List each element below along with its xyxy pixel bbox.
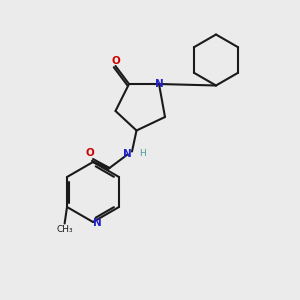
Text: CH₃: CH₃ (56, 225, 73, 234)
Text: O: O (111, 56, 120, 67)
Text: N: N (123, 149, 132, 160)
Text: N: N (154, 79, 164, 89)
Text: H: H (139, 148, 146, 158)
Text: N: N (93, 218, 102, 229)
Text: O: O (85, 148, 94, 158)
